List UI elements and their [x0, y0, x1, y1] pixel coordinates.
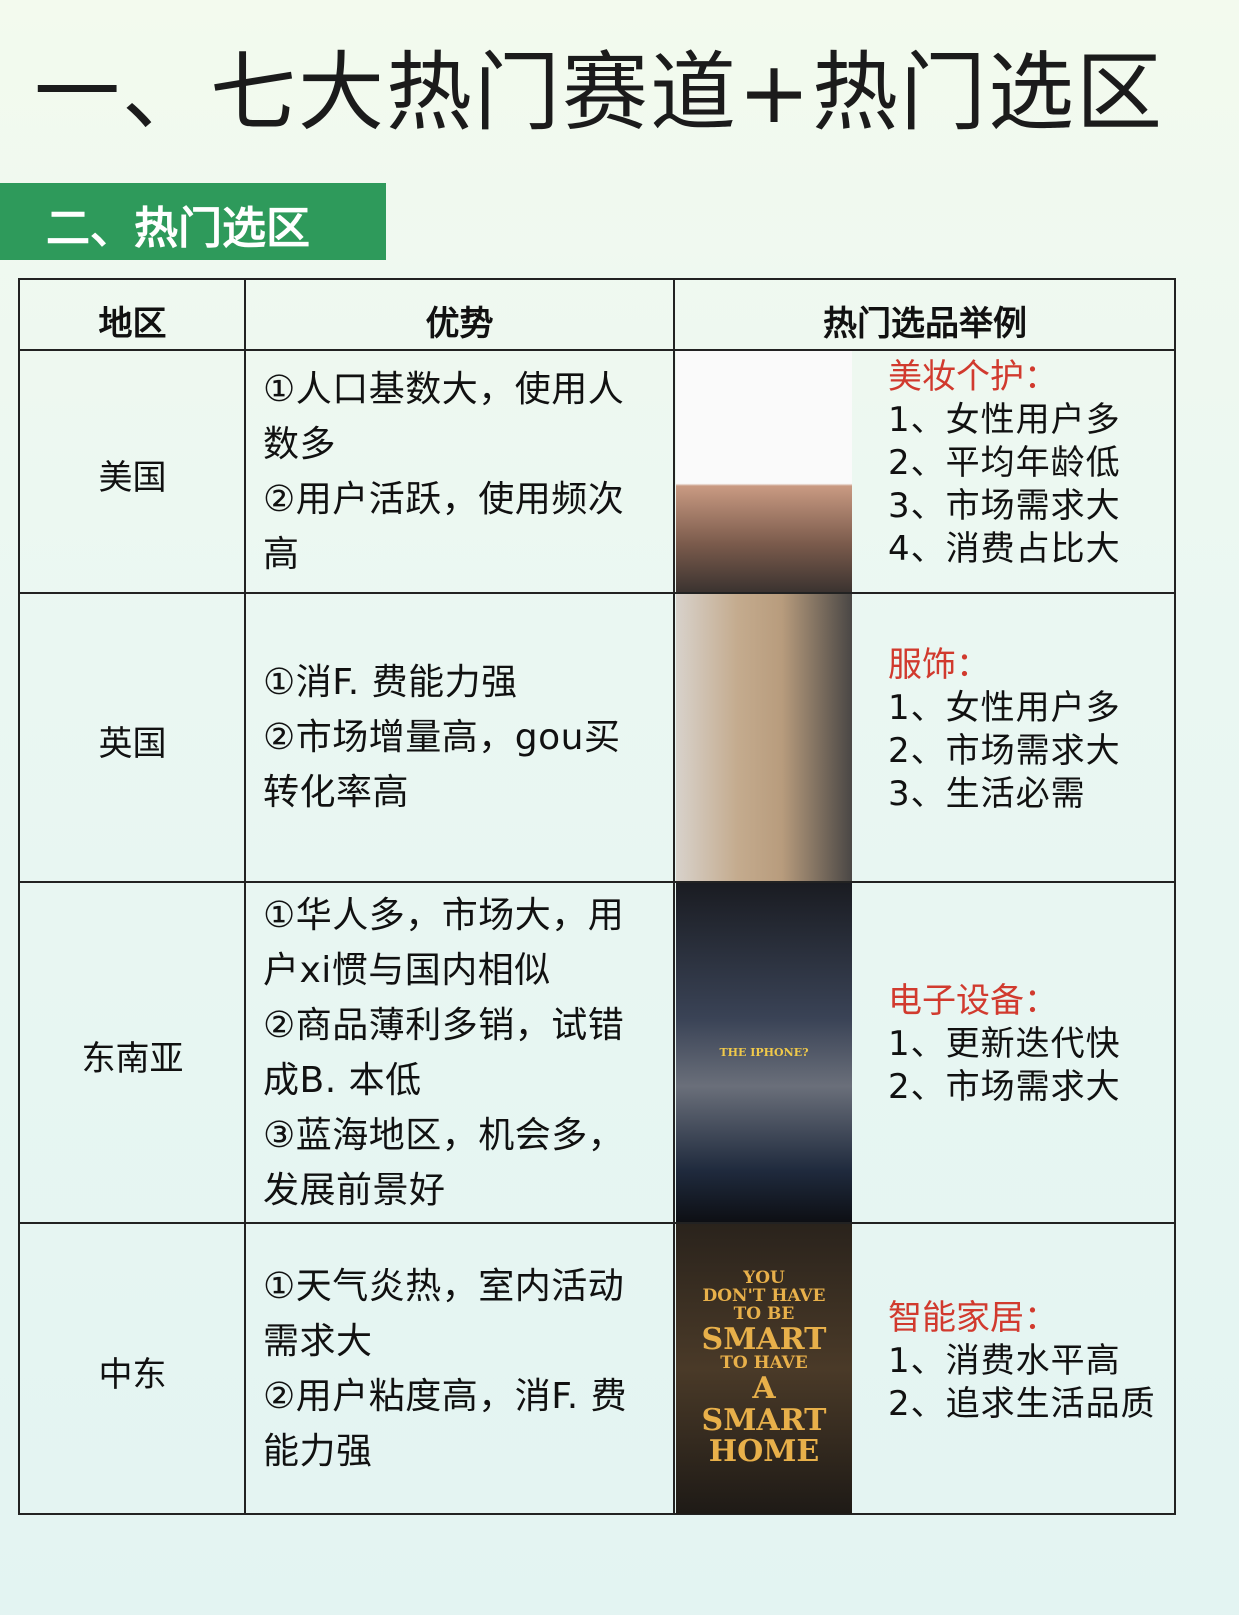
product-image [676, 351, 852, 592]
section-title: 二、热门选区 [46, 203, 310, 254]
advantages: ①人口基数大，使用人数多 ②用户活跃，使用频次高 [263, 362, 643, 582]
advantage-item: ②用户粘度高，消F. 费能力强 [263, 1376, 628, 1472]
column-header: 地区 [98, 304, 167, 344]
table: 地区 优势 热门选品举例美国 ①人口基数大，使用人数多 ②用户活跃，使用频次高 美妆个护：… [18, 278, 1176, 1515]
selection: 美妆个护： 1、女性用户多 2、平均年龄低 3、市场需求大 4、消费占比大 [888, 356, 1121, 571]
point: 1、女性用户多 [888, 400, 1121, 440]
advantage-item: ①人口基数大，使用人数多 [263, 368, 625, 465]
point: 1、女性用户多 [888, 687, 1121, 728]
advantage-item: ③蓝海地区，机会多，发展前景好 [263, 1114, 625, 1211]
point: 1、更新迭代快 [888, 1024, 1121, 1064]
region: 东南亚 [81, 1038, 184, 1079]
column-divider [673, 280, 675, 1513]
category: 智能家居： [888, 1297, 1058, 1338]
image-caption: TO BE [733, 1304, 795, 1324]
image-caption: SMART [701, 1402, 827, 1438]
advantages: ①消F. 费能力强 ②市场增量高，gou买转化率高 [263, 655, 643, 820]
row-divider [20, 349, 1174, 351]
column-header: 优势 [425, 304, 494, 344]
row-divider [20, 592, 1174, 594]
selection: 智能家居： 1、消费水平高 2、追求生活品质 [888, 1297, 1156, 1426]
advantage-item: ②市场增量高，gou买转化率高 [263, 717, 621, 813]
point: 3、生活必需 [888, 773, 1086, 814]
column-divider [244, 280, 246, 1513]
image-caption: A [752, 1371, 776, 1407]
point: 3、市场需求大 [888, 486, 1121, 526]
row-divider [20, 1222, 1174, 1224]
image-caption: DON'T HAVE [702, 1286, 826, 1307]
advantage-item: ①华人多，市场大，用户xi惯与国内相似 [263, 894, 625, 991]
row-divider [20, 881, 1174, 883]
product-image: YOU DON'T HAVE TO BE SMART TO HAVE A SMART HOME [676, 1224, 852, 1514]
category: 电子设备： [888, 981, 1058, 1021]
category: 服饰： [888, 644, 990, 685]
image-caption: THE IPHONE? [719, 1045, 809, 1059]
product-image [676, 594, 852, 881]
page-title: 一、七大热门赛道+热门选区 [34, 43, 1165, 143]
selection: 电子设备： 1、更新迭代快 2、市场需求大 [888, 980, 1121, 1109]
point: 1、消费水平高 [888, 1340, 1121, 1381]
advantage-item: ②商品薄利多销，试错成B. 本低 [263, 1004, 625, 1101]
image-caption: SMART [701, 1321, 827, 1357]
selection: 服饰： 1、女性用户多 2、市场需求大 3、生活必需 [888, 644, 1121, 816]
advantage-item: ①消F. 费能力强 [263, 662, 518, 703]
region: 美国 [98, 457, 167, 498]
region: 英国 [98, 723, 167, 764]
image-caption: HOME [708, 1434, 820, 1470]
product-image: THE IPHONE? [676, 883, 852, 1222]
advantages: ①华人多，市场大，用户xi惯与国内相似 ②商品薄利多销，试错成B. 本低 ③蓝海地区… [263, 888, 643, 1218]
point: 2、平均年龄低 [888, 443, 1121, 483]
advantage-item: ②用户活跃，使用频次高 [263, 478, 625, 575]
point: 4、消费占比大 [888, 529, 1121, 569]
point: 2、市场需求大 [888, 1067, 1121, 1107]
point: 2、追求生活品质 [888, 1383, 1156, 1424]
advantages: ①天气炎热，室内活动需求大 ②用户粘度高，消F. 费能力强 [263, 1259, 643, 1479]
image-caption: TO HAVE [720, 1353, 808, 1374]
advantage-item: ①天气炎热，室内活动需求大 [263, 1266, 625, 1362]
region: 中东 [98, 1355, 167, 1395]
image-caption: YOU [743, 1268, 785, 1289]
column-header: 热门选品举例 [823, 304, 1027, 344]
category: 美妆个护： [888, 357, 1058, 397]
section-banner [0, 183, 386, 260]
point: 2、市场需求大 [888, 730, 1121, 771]
